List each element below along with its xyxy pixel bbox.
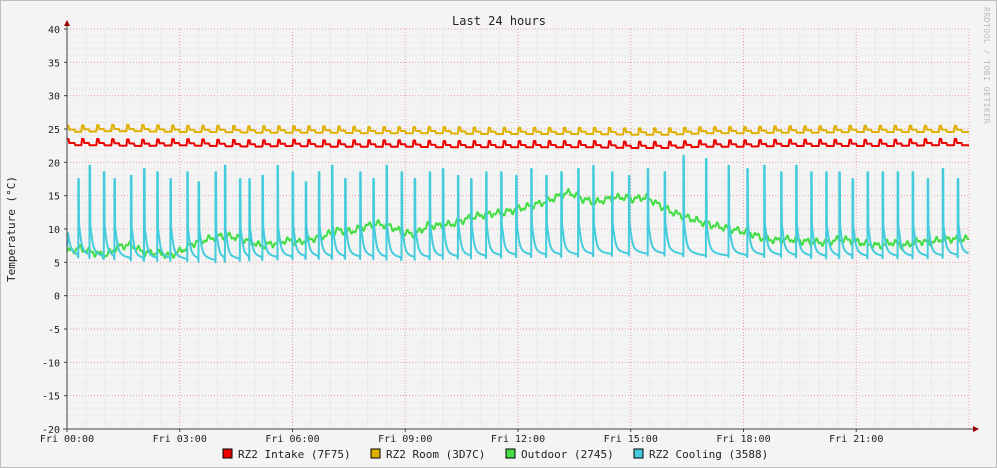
y-tick-label: -15: [42, 392, 60, 403]
series-rz2-room-3d7c-line: [66, 124, 970, 136]
grid: [66, 28, 970, 430]
series-rz2-cooling-3588-legend-label: RZ2 Cooling (3588): [649, 448, 768, 461]
y-tick-label: 35: [48, 58, 60, 69]
x-tick-label: Fri 21:00: [829, 434, 883, 445]
y-tick-label: 5: [54, 258, 60, 269]
series-rz2-cooling-3588-line: [66, 154, 969, 264]
x-tick-label: Fri 03:00: [153, 434, 207, 445]
y-tick-labels: 40 35 30 25 20 15 10 5 0 -5 -10 -15 -20: [42, 25, 60, 436]
series-rz2-room-3d7c-legend-swatch: [370, 448, 381, 459]
series-layer: [66, 124, 970, 264]
x-tick-label: Fri 12:00: [491, 434, 545, 445]
y-tick-label: 15: [48, 192, 60, 203]
x-tick-label: Fri 15:00: [604, 434, 658, 445]
x-tick-labels: Fri 00:00 Fri 03:00 Fri 06:00 Fri 09:00 Fri …: [40, 434, 883, 445]
chart-title: Last 24 hours: [452, 14, 546, 28]
series-rz2-cooling-3588-legend-swatch: [633, 448, 644, 459]
y-tick-label: 20: [48, 158, 60, 169]
series-rz2-intake-7f75-line: [66, 138, 970, 149]
x-tick-label: Fri 18:00: [716, 434, 770, 445]
y-axis-arrow: [64, 20, 70, 26]
x-tick-label: Fri 06:00: [265, 434, 319, 445]
axes: [63, 20, 979, 432]
y-tick-label: 30: [48, 92, 60, 103]
y-tick-label: 25: [48, 125, 60, 136]
y-tick-label: -5: [48, 325, 60, 336]
series-rz2-intake-7f75-legend-swatch: [222, 448, 233, 459]
y-tick-label: -10: [42, 358, 60, 369]
y-tick-label: -20: [42, 425, 60, 436]
legend: RZ2 Intake (7F75) RZ2 Room (3D7C) Outdoor …: [222, 448, 768, 461]
y-tick-label: 10: [48, 225, 60, 236]
y-tick-label: 0: [54, 292, 60, 303]
watermark: RRDTOOL / TOBI OETIKER: [982, 7, 991, 124]
y-axis-label: Temperature (°C): [5, 176, 18, 282]
x-tick-label: Fri 09:00: [378, 434, 432, 445]
series-rz2-room-3d7c-legend-label: RZ2 Room (3D7C): [386, 448, 485, 461]
x-tick-label: Fri 00:00: [40, 434, 94, 445]
series-rz2-intake-7f75-legend-label: RZ2 Intake (7F75): [238, 448, 351, 461]
series-outdoor-2745-legend-swatch: [505, 448, 516, 459]
y-tick-label: 40: [48, 25, 60, 36]
series-outdoor-2745-legend-label: Outdoor (2745): [521, 448, 614, 461]
x-axis-arrow: [973, 426, 979, 432]
